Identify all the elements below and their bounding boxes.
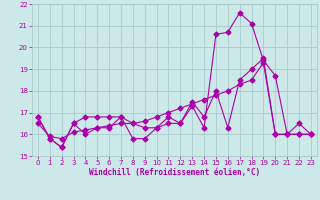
- X-axis label: Windchill (Refroidissement éolien,°C): Windchill (Refroidissement éolien,°C): [89, 168, 260, 177]
